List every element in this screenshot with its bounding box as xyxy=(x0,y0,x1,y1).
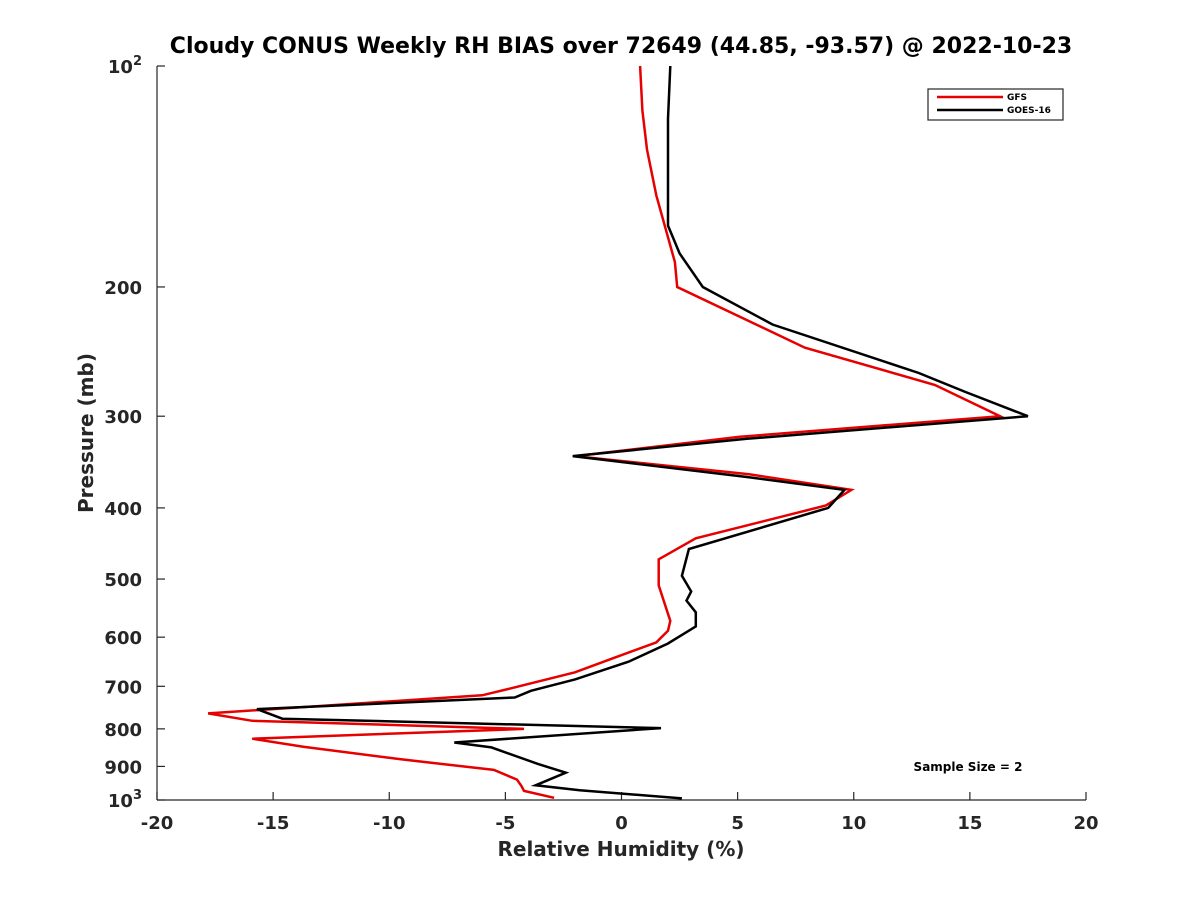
y-tick-label: 800 xyxy=(104,720,142,741)
series-line-goes16 xyxy=(256,65,1029,800)
legend-label-gfs: GFS xyxy=(1007,93,1027,103)
x-tick-label: 10 xyxy=(841,813,866,834)
series-layer xyxy=(207,65,1029,800)
x-tick-label: -5 xyxy=(495,813,515,834)
legend-box xyxy=(927,88,1064,121)
x-tick-label: -15 xyxy=(257,813,290,834)
y-axis-ticks: 102 200 300 400 500 600 700 800 900 103 xyxy=(104,54,165,812)
y-tick-label: 103 xyxy=(108,788,142,812)
x-tick-label: -20 xyxy=(141,813,174,834)
y-axis-label: Pressure (mb) xyxy=(74,353,98,513)
x-tick-label: 0 xyxy=(615,813,628,834)
x-tick-label: 15 xyxy=(957,813,982,834)
x-axis-ticks: -20 -15 -10 -5 0 5 10 15 20 xyxy=(141,792,1099,834)
legend: GFS GOES-16 xyxy=(927,88,1064,121)
chart-title: Cloudy CONUS Weekly RH BIAS over 72649 (… xyxy=(170,34,1072,59)
y-tick-label: 102 xyxy=(108,54,142,78)
plot-axes xyxy=(156,66,1086,801)
legend-label-goes16: GOES-16 xyxy=(1007,106,1051,116)
y-tick-label: 700 xyxy=(104,677,142,698)
y-tick-label: 300 xyxy=(104,407,142,428)
y-tick-label: 600 xyxy=(104,628,142,649)
y-tick-label: 900 xyxy=(104,757,142,778)
y-tick-label: 400 xyxy=(104,499,142,520)
x-tick-label: -10 xyxy=(373,813,406,834)
y-tick-label: 200 xyxy=(104,278,142,299)
x-axis-label: Relative Humidity (%) xyxy=(497,837,744,861)
sample-size-annotation: Sample Size = 2 xyxy=(914,760,1023,774)
series-line-gfs xyxy=(207,65,1005,800)
y-tick-label: 500 xyxy=(104,570,142,591)
x-tick-label: 20 xyxy=(1073,813,1098,834)
x-tick-label: 5 xyxy=(731,813,744,834)
